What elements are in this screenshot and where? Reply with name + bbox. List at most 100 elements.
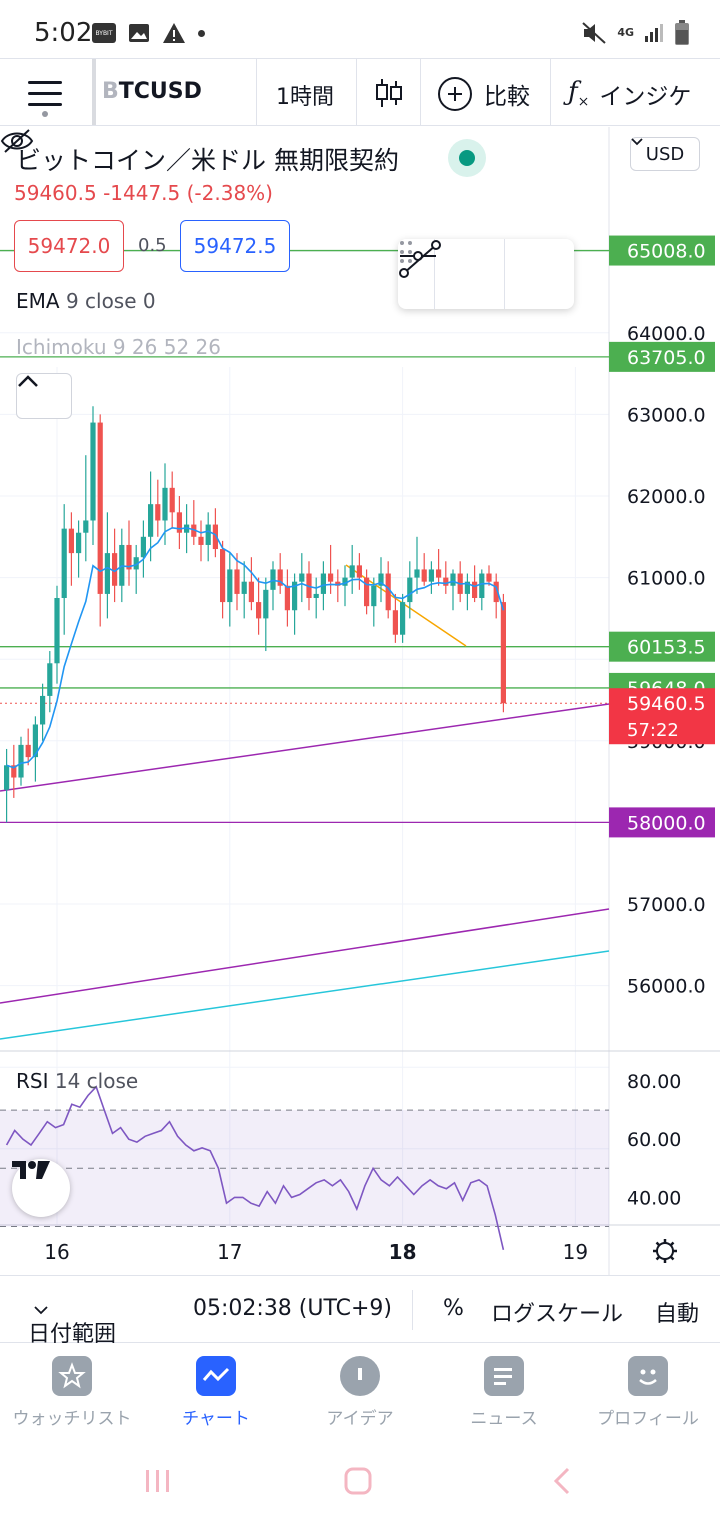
star-icon — [52, 1356, 92, 1396]
recent-apps-icon[interactable] — [142, 1466, 174, 1500]
candle-body — [112, 553, 118, 586]
gallery-icon — [129, 24, 149, 42]
price-label-box — [609, 235, 715, 266]
add-circle-icon — [438, 77, 472, 111]
candle-body — [227, 569, 233, 603]
candle-body — [140, 536, 146, 558]
timezone-clock[interactable]: 05:02:38 (UTC+9) — [193, 1296, 393, 1321]
home-icon[interactable] — [342, 1466, 374, 1500]
drag-handle-icon[interactable] — [398, 239, 414, 265]
candle-body — [299, 573, 305, 582]
chevron-down-icon — [631, 138, 643, 146]
market-status-indicator[interactable] — [448, 139, 486, 177]
tradingview-logo[interactable] — [12, 1159, 70, 1217]
rsi-legend[interactable]: RSI 14 close — [16, 1069, 139, 1093]
spread-value: 0.5 — [138, 235, 167, 256]
candle-body — [385, 573, 391, 611]
mute-icon — [582, 22, 606, 44]
settings-icon[interactable] — [653, 1239, 677, 1263]
sell-button[interactable]: 59472.0 — [14, 220, 124, 272]
time-axis-label: 16 — [44, 1240, 69, 1264]
interval-button[interactable]: 1時間 — [276, 85, 334, 110]
candle-body — [277, 569, 283, 586]
notification-dot — [42, 111, 48, 117]
trend-line-upper — [0, 703, 610, 792]
price-scale-tick: 64000.0 — [627, 323, 706, 345]
candle-body — [61, 528, 67, 598]
candle-body — [500, 602, 506, 704]
candle-body — [421, 569, 427, 582]
collapse-legend-button[interactable] — [16, 373, 72, 419]
candle-body — [40, 695, 46, 725]
candle-body — [32, 724, 38, 758]
candle-body — [493, 581, 499, 603]
candle-body — [248, 581, 254, 603]
candle-body — [349, 565, 355, 578]
chart-icon — [196, 1356, 236, 1396]
candle-body — [234, 569, 240, 594]
currency-select[interactable]: USD — [630, 137, 700, 171]
chart-area[interactable]: 64000.0 63000.0 62000.0 61000.0 57000.0 56000… — [0, 127, 720, 1275]
chevron-down-icon — [34, 1306, 48, 1315]
dot-icon — [198, 29, 205, 37]
candle-body — [241, 581, 247, 594]
candle-body — [443, 577, 449, 586]
price-scale-tick: 56000.0 — [627, 976, 706, 998]
candle-body — [148, 504, 154, 537]
percent-scale-toggle[interactable]: % — [443, 1296, 464, 1321]
auto-scale-toggle[interactable]: 自動 — [655, 1302, 700, 1327]
candle-body — [256, 602, 262, 619]
candle-body — [11, 765, 17, 778]
bottom-nav: ウォッチリスト チャート アイデア ニュース プロフィール — [0, 1344, 720, 1444]
bybit-app-icon: BYBIT — [92, 23, 116, 43]
nav-watchlist[interactable]: ウォッチリスト — [2, 1356, 142, 1429]
price-label-box — [609, 807, 715, 838]
compare-button[interactable]: 比較 — [438, 77, 530, 111]
candle-body — [83, 520, 89, 533]
eye-off-icon[interactable] — [0, 127, 34, 155]
candle-body — [472, 581, 478, 598]
candle-body — [90, 422, 96, 521]
bar-countdown: 57:22 — [627, 720, 679, 741]
candle-body — [371, 585, 377, 607]
range-bar: 日付範囲 05:02:38 (UTC+9) % ログスケール 自動 — [0, 1275, 720, 1347]
candle-body — [400, 602, 406, 635]
buy-button[interactable]: 59472.5 — [180, 220, 290, 272]
price-label-box — [609, 631, 715, 662]
back-icon[interactable] — [548, 1466, 576, 1500]
candle-body — [364, 577, 370, 607]
chart-toolbar: BTCUSD 1時間 比較 ƒ× インジケ — [0, 58, 720, 126]
candle-body — [320, 573, 326, 594]
indicators-button[interactable]: ƒ× インジケ — [568, 77, 692, 111]
candle-body — [133, 557, 139, 570]
nav-chart[interactable]: チャート — [146, 1356, 286, 1429]
menu-icon[interactable] — [28, 81, 62, 107]
candle-body — [25, 744, 31, 758]
chart-type-candles-icon[interactable] — [374, 77, 404, 109]
date-range-button[interactable]: 日付範囲 — [28, 1296, 116, 1347]
ema-line — [6, 526, 505, 769]
candle-body — [126, 544, 132, 570]
candle-body — [68, 528, 74, 554]
candle-body — [198, 536, 204, 545]
candle-body — [428, 569, 434, 582]
tv-logo-icon — [12, 1161, 50, 1179]
candle-body — [155, 504, 161, 521]
nav-news[interactable]: ニュース — [434, 1356, 574, 1429]
chevron-up-icon — [18, 375, 38, 387]
price-scale-tick: 63000.0 — [627, 404, 706, 426]
nav-profile[interactable]: プロフィール — [578, 1356, 718, 1429]
candle-body — [328, 573, 334, 582]
lightbulb-icon — [340, 1356, 380, 1396]
candle-body — [97, 422, 103, 594]
candle-body — [191, 524, 197, 537]
nav-ideas[interactable]: アイデア — [290, 1356, 430, 1429]
ema-legend[interactable]: EMA 9 close 0 — [16, 289, 156, 313]
trend-line-tool-icon[interactable] — [398, 239, 442, 279]
log-scale-toggle[interactable]: ログスケール — [491, 1302, 624, 1327]
ichimoku-legend[interactable]: Ichimoku 9 26 52 26 — [16, 335, 221, 359]
symbol-search[interactable]: BTCUSD — [102, 79, 202, 104]
candle-body — [212, 524, 218, 550]
candle-body — [162, 487, 168, 521]
candle-body — [169, 487, 175, 513]
